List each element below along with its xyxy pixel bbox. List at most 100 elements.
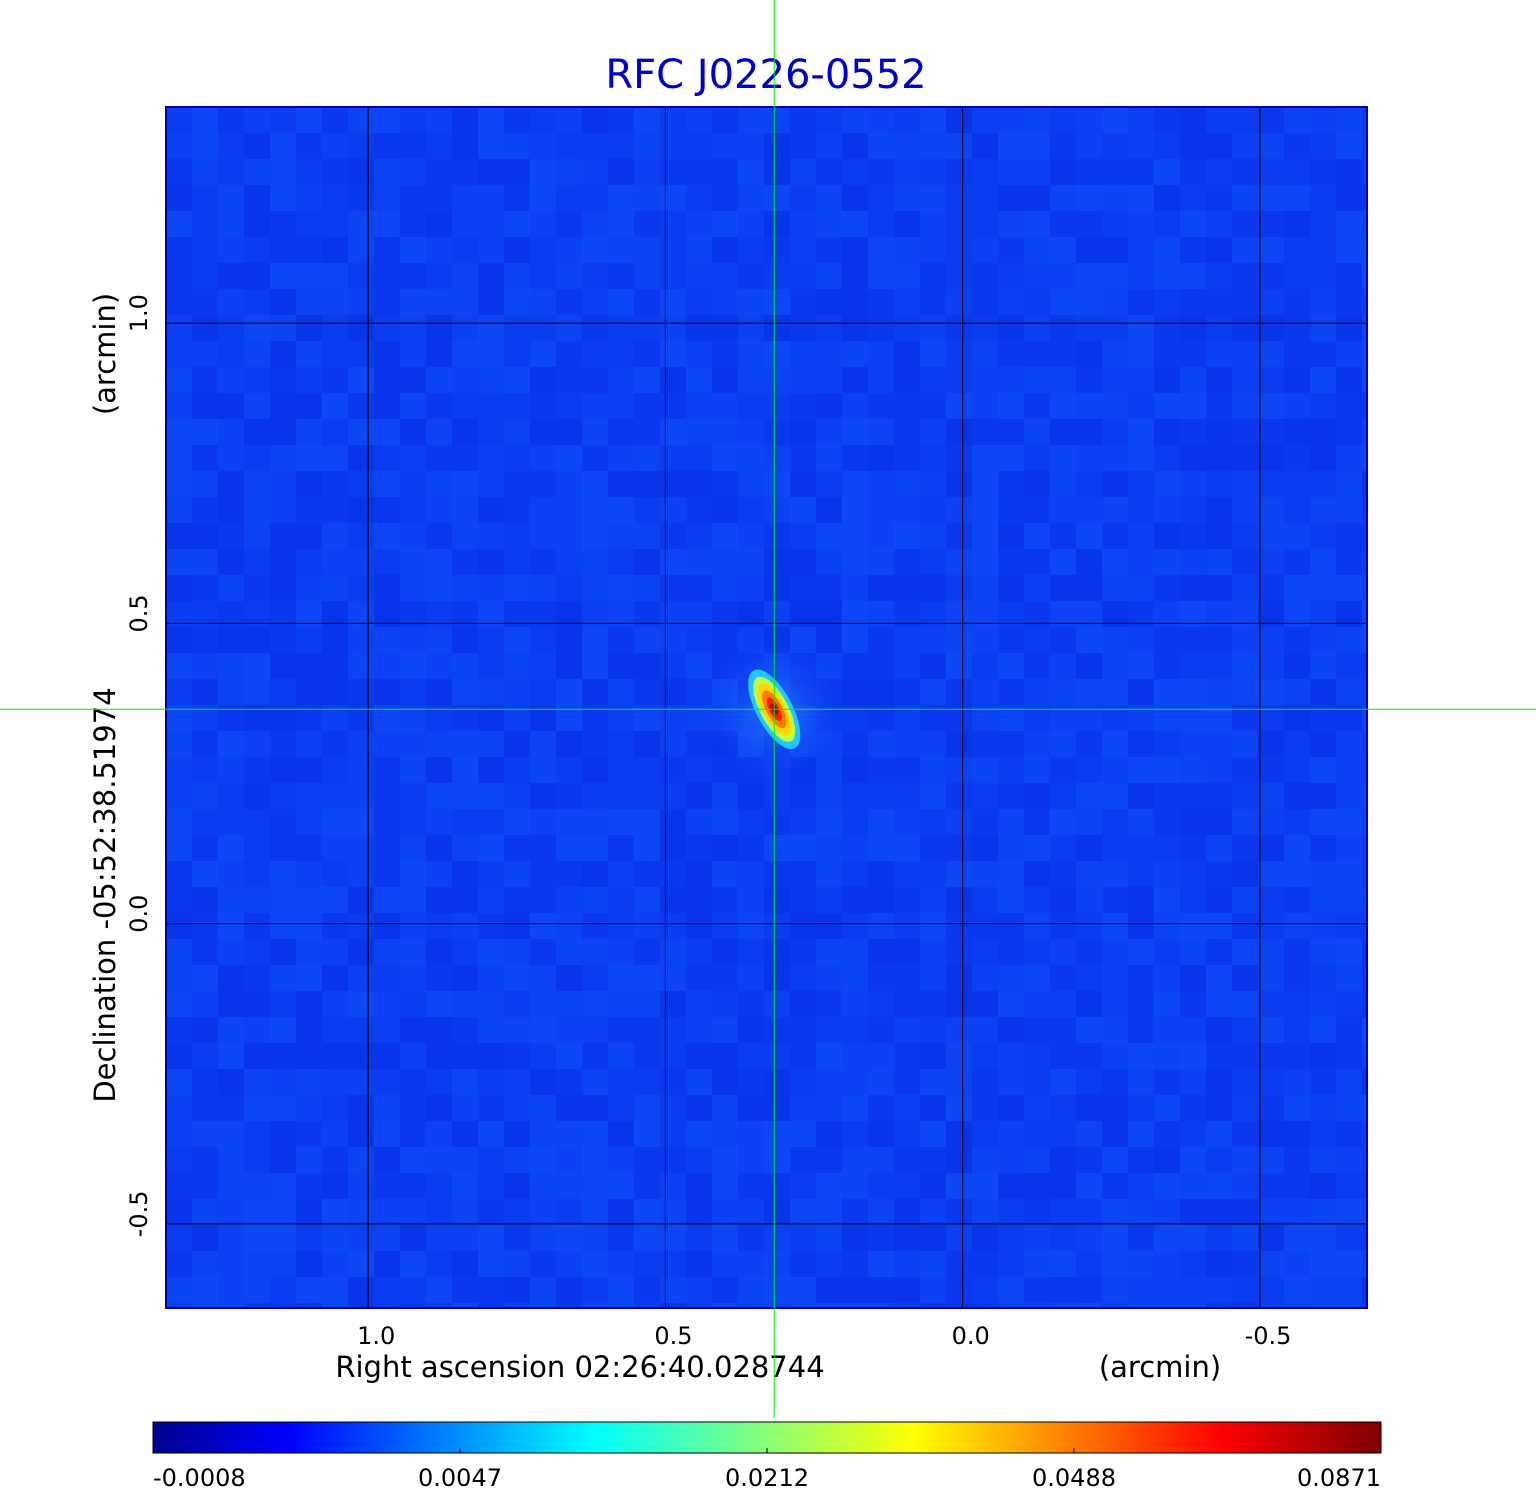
noise-cell bbox=[920, 1147, 946, 1173]
noise-cell bbox=[712, 289, 738, 315]
noise-cell bbox=[894, 341, 920, 367]
noise-cell bbox=[842, 523, 868, 549]
noise-cell bbox=[790, 601, 816, 627]
noise-cell bbox=[426, 653, 452, 679]
y-tick-labels: 1.00.50.0-0.5 bbox=[125, 294, 153, 1237]
noise-cell bbox=[504, 471, 530, 497]
noise-cell bbox=[686, 939, 712, 965]
noise-cell bbox=[296, 1043, 322, 1069]
noise-cell bbox=[348, 809, 374, 835]
noise-cell bbox=[790, 1303, 816, 1308]
noise-cell bbox=[842, 627, 868, 653]
noise-cell bbox=[374, 809, 400, 835]
noise-cell bbox=[1128, 757, 1154, 783]
noise-cell bbox=[270, 445, 296, 471]
noise-cell bbox=[842, 887, 868, 913]
noise-cell bbox=[816, 133, 842, 159]
noise-cell bbox=[1232, 237, 1258, 263]
noise-cell bbox=[1024, 757, 1050, 783]
noise-cell bbox=[270, 913, 296, 939]
noise-cell bbox=[790, 289, 816, 315]
noise-cell bbox=[920, 341, 946, 367]
noise-cell bbox=[1258, 601, 1284, 627]
noise-cell bbox=[1076, 393, 1102, 419]
noise-cell bbox=[1310, 237, 1336, 263]
noise-cell bbox=[920, 757, 946, 783]
noise-cell bbox=[868, 601, 894, 627]
noise-cell bbox=[530, 523, 556, 549]
x-tick-label: 0.5 bbox=[654, 1322, 692, 1350]
noise-cell bbox=[1232, 731, 1258, 757]
noise-cell bbox=[1154, 497, 1180, 523]
noise-cell bbox=[1232, 939, 1258, 965]
noise-cell bbox=[1102, 731, 1128, 757]
noise-cell bbox=[192, 809, 218, 835]
noise-cell bbox=[686, 185, 712, 211]
noise-cell bbox=[816, 471, 842, 497]
noise-cell bbox=[1232, 835, 1258, 861]
noise-cell bbox=[504, 549, 530, 575]
noise-cell bbox=[1024, 159, 1050, 185]
noise-cell bbox=[244, 1251, 270, 1277]
noise-cell bbox=[374, 939, 400, 965]
noise-cell bbox=[1258, 419, 1284, 445]
noise-cell bbox=[1050, 341, 1076, 367]
noise-cell bbox=[426, 237, 452, 263]
noise-cell bbox=[218, 653, 244, 679]
noise-cell bbox=[400, 393, 426, 419]
noise-cell bbox=[296, 159, 322, 185]
noise-cell bbox=[972, 653, 998, 679]
noise-cell bbox=[1284, 1277, 1310, 1303]
noise-cell bbox=[972, 471, 998, 497]
noise-cell bbox=[712, 1173, 738, 1199]
noise-cell bbox=[1258, 133, 1284, 159]
crosshair bbox=[0, 0, 1536, 1418]
noise-cell bbox=[530, 1017, 556, 1043]
noise-cell bbox=[660, 965, 686, 991]
noise-cell bbox=[868, 1251, 894, 1277]
noise-cell bbox=[972, 1017, 998, 1043]
noise-cell bbox=[1362, 965, 1367, 991]
noise-cell bbox=[1154, 445, 1180, 471]
noise-cell bbox=[660, 393, 686, 419]
noise-cell bbox=[400, 1199, 426, 1225]
noise-cell bbox=[1310, 185, 1336, 211]
noise-cell bbox=[1258, 471, 1284, 497]
noise-cell bbox=[426, 133, 452, 159]
noise-cell bbox=[530, 601, 556, 627]
noise-cell bbox=[972, 1277, 998, 1303]
noise-cell bbox=[374, 913, 400, 939]
noise-cell bbox=[998, 1017, 1024, 1043]
noise-cell bbox=[400, 549, 426, 575]
noise-cell bbox=[348, 1017, 374, 1043]
noise-cell bbox=[1232, 809, 1258, 835]
noise-cell bbox=[712, 783, 738, 809]
noise-cell bbox=[972, 575, 998, 601]
noise-cell bbox=[296, 835, 322, 861]
noise-cell bbox=[712, 1043, 738, 1069]
noise-cell bbox=[1232, 1199, 1258, 1225]
noise-cell bbox=[1232, 497, 1258, 523]
noise-cell bbox=[166, 679, 192, 705]
noise-cell bbox=[868, 419, 894, 445]
noise-cell bbox=[244, 1017, 270, 1043]
noise-cell bbox=[1154, 471, 1180, 497]
noise-cell bbox=[998, 159, 1024, 185]
noise-cell bbox=[504, 1069, 530, 1095]
noise-cell bbox=[1050, 367, 1076, 393]
noise-cell bbox=[894, 1225, 920, 1251]
noise-cell bbox=[1024, 133, 1050, 159]
noise-cell bbox=[348, 419, 374, 445]
noise-cell bbox=[322, 939, 348, 965]
noise-cell bbox=[634, 939, 660, 965]
noise-cell bbox=[1076, 861, 1102, 887]
noise-cell bbox=[452, 1017, 478, 1043]
noise-cell bbox=[1154, 1277, 1180, 1303]
noise-cell bbox=[1128, 783, 1154, 809]
noise-cell bbox=[504, 575, 530, 601]
noise-cell bbox=[842, 1303, 868, 1308]
noise-cell bbox=[660, 1251, 686, 1277]
noise-cell bbox=[894, 601, 920, 627]
noise-cell bbox=[1206, 887, 1232, 913]
noise-cell bbox=[1284, 757, 1310, 783]
